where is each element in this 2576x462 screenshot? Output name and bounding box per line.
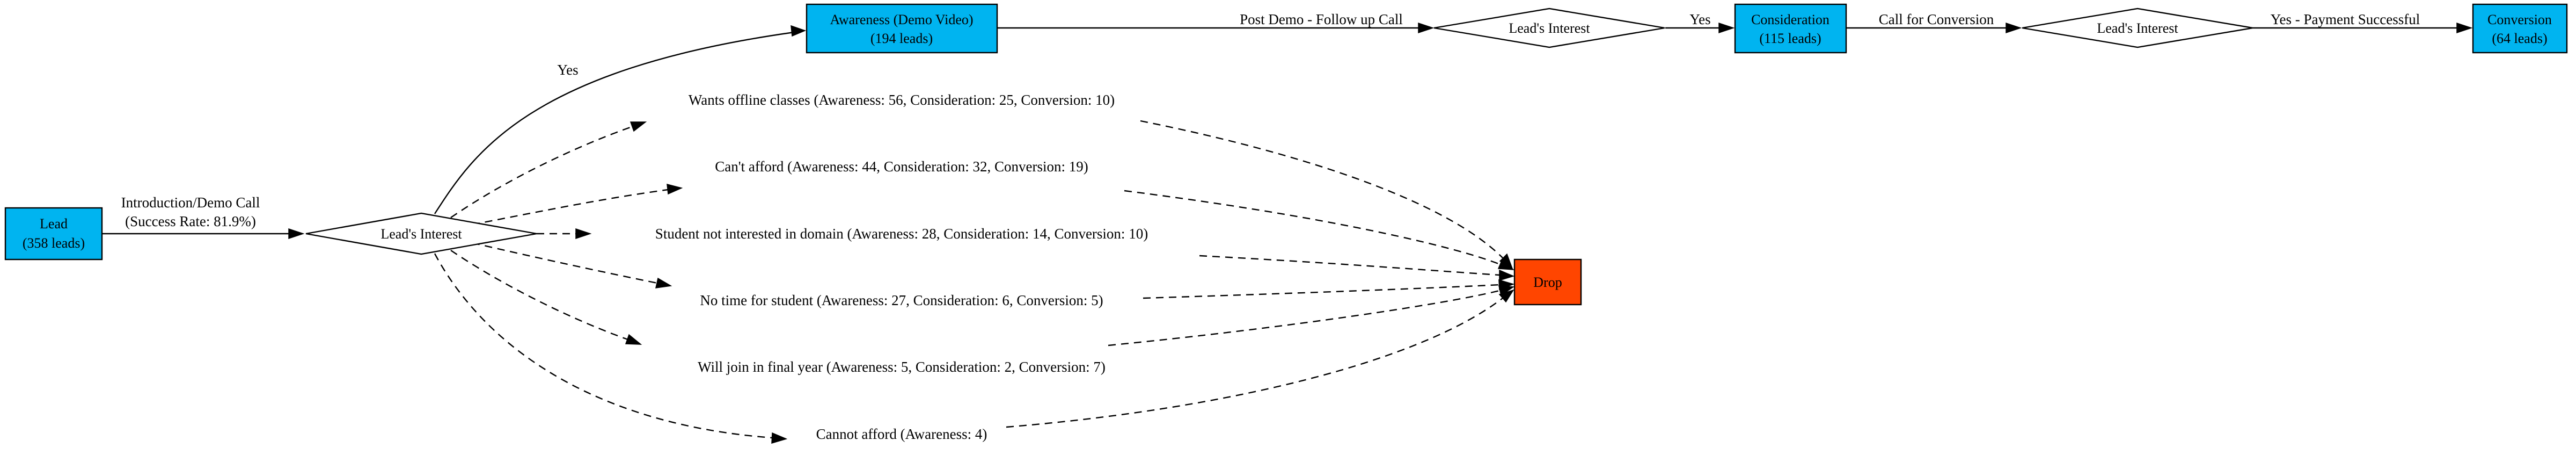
- edge-label-post-demo: Post Demo - Follow up Call: [1240, 11, 1403, 27]
- node-consideration: Consideration (115 leads): [1734, 3, 1847, 54]
- edge-awareness-to-post-demo-interest: [997, 22, 1435, 34]
- node-interest-conversion: Lead's Interest: [2022, 8, 2253, 48]
- node-awareness-count: (194 leads): [870, 31, 933, 46]
- edge-label-to-awareness: Yes: [557, 62, 578, 78]
- node-lead: Lead (358 leads): [4, 207, 103, 261]
- drop-reason-offline: Wants offline classes (Awareness: 56, Co…: [689, 92, 1115, 108]
- drop-reason-cant-afford: Can't afford (Awareness: 44, Considerati…: [715, 158, 1088, 175]
- node-consideration-count: (115 leads): [1759, 31, 1821, 46]
- node-interest-post-demo: Lead's Interest: [1433, 8, 1665, 48]
- edge-interest-to-reason-not-interested: [537, 228, 592, 240]
- edge-interest-to-reason-cannot-afford: [434, 253, 788, 444]
- edge-post-demo-interest-to-consideration: [1665, 22, 1735, 34]
- drop-reason-no-time: No time for student (Awareness: 27, Cons…: [700, 292, 1103, 308]
- edge-interest-to-reason-offline: [450, 121, 647, 218]
- node-conversion-title: Conversion: [2487, 12, 2552, 27]
- edge-reason-not-interested-to-drop: [1199, 255, 1515, 281]
- node-consideration-title: Consideration: [1751, 12, 1829, 27]
- drop-reason-not-interested: Student not interested in domain (Awaren…: [655, 226, 1148, 242]
- drop-reason-final-year: Will join in final year (Awareness: 5, C…: [698, 359, 1106, 375]
- edge-interest-to-reason-cant-afford: [472, 184, 683, 226]
- node-awareness: Awareness (Demo Video) (194 leads): [806, 3, 998, 54]
- edge-label-intro-call-line1: Introduction/Demo Call: [121, 194, 260, 211]
- node-interest-conversion-label: Lead's Interest: [2097, 20, 2178, 36]
- edge-consideration-to-conversion-interest: [1846, 22, 2022, 34]
- edge-lead-to-interest: [102, 228, 305, 240]
- node-conversion: Conversion (64 leads): [2472, 3, 2568, 54]
- node-lead-count: (358 leads): [23, 235, 85, 251]
- edge-interest-to-awareness: [434, 25, 807, 214]
- node-lead-title: Lead: [40, 216, 68, 232]
- drop-reason-cannot-afford: Cannot afford (Awareness: 4): [816, 426, 987, 442]
- edge-label-call-conversion: Call for Conversion: [1879, 11, 1994, 27]
- edge-interest-to-reason-no-time: [472, 242, 672, 288]
- edge-reason-cannot-afford-to-drop: [1006, 289, 1514, 428]
- node-awareness-title: Awareness (Demo Video): [830, 12, 973, 27]
- edge-interest-to-reason-final-year: [450, 250, 642, 345]
- node-conversion-count: (64 leads): [2492, 31, 2547, 46]
- node-interest-main: Lead's Interest: [305, 212, 537, 255]
- edge-label-payment: Yes - Payment Successful: [2271, 11, 2420, 27]
- node-interest-main-label: Lead's Interest: [380, 226, 462, 242]
- edge-label-intro-call-line2: (Success Rate: 81.9%): [125, 213, 256, 229]
- edge-label-to-consideration: Yes: [1689, 11, 1710, 27]
- node-drop-label: Drop: [1533, 275, 1562, 290]
- node-interest-post-demo-label: Lead's Interest: [1509, 20, 1590, 36]
- node-drop: Drop: [1513, 258, 1582, 306]
- edge-reason-cant-afford-to-drop: [1124, 190, 1515, 270]
- edge-conversion-interest-to-conversion: [2253, 22, 2473, 34]
